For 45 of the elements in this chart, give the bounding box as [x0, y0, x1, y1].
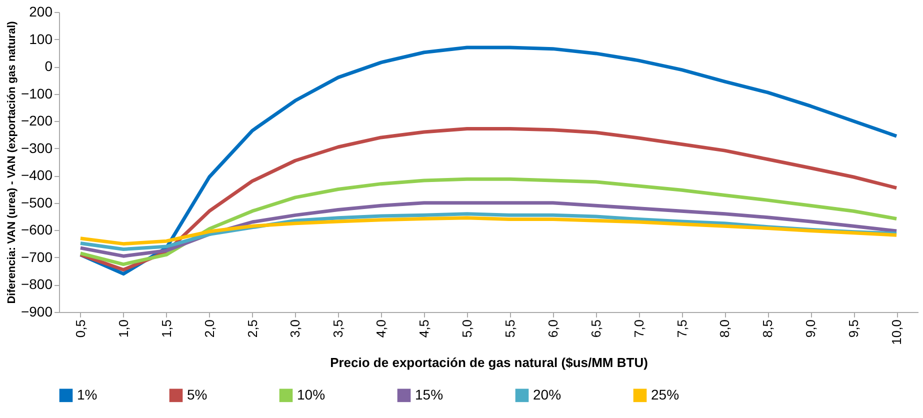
- x-tick-label: 6,0: [545, 320, 560, 338]
- x-tick-label: 7,0: [631, 320, 646, 338]
- x-tick-label: 3,0: [288, 320, 303, 338]
- y-tick-label: −200: [20, 112, 53, 129]
- line-series: [78, 126, 898, 272]
- y-tick-label: −300: [20, 140, 53, 156]
- y-tick-label: −900: [20, 304, 53, 320]
- legend-label: 10%: [297, 386, 326, 402]
- x-tick-label: 5,5: [502, 320, 518, 338]
- y-axis-title: Diferencia: VAN (urea) - VAN (exportación gas natural): [6, 20, 18, 304]
- y-tick-label: −600: [20, 222, 53, 238]
- y-tick-label: 100: [29, 30, 53, 47]
- y-tick-label: −800: [20, 276, 53, 292]
- x-tick-label: 8,0: [717, 320, 732, 338]
- x-tick-label: 6,5: [588, 320, 604, 338]
- x-tick-label: 2,0: [202, 320, 217, 338]
- legend-label: 25%: [651, 386, 680, 402]
- x-tick-label: 1,5: [158, 320, 174, 338]
- legend-label: 15%: [415, 386, 444, 402]
- line-series: [78, 177, 898, 266]
- x-axis-title: Precio de exportación de gas natural ($us/MM BTU): [330, 354, 648, 370]
- legend-label: 1%: [77, 386, 98, 402]
- line-series: [78, 201, 898, 258]
- x-tick-label: 3,5: [330, 320, 346, 338]
- x-tick-label: 0,5: [72, 320, 88, 338]
- x-tick-label: 1,0: [116, 320, 131, 338]
- y-tick-label: −100: [20, 85, 53, 102]
- legend-label: 20%: [533, 386, 562, 402]
- x-tick-label: 10,0: [889, 320, 904, 345]
- x-tick-label: 4,5: [416, 320, 432, 338]
- y-tick-label: 200: [29, 4, 53, 20]
- y-tick-label: −700: [20, 248, 53, 265]
- x-tick-label: 7,5: [674, 320, 690, 338]
- x-tick-label: 4,0: [374, 320, 389, 338]
- y-tick-label: 0: [44, 58, 53, 74]
- y-tick-label: −400: [20, 167, 53, 184]
- x-tick-label: 9,0: [803, 320, 818, 338]
- line-series: [78, 216, 898, 246]
- y-tick-label: −500: [20, 194, 53, 210]
- x-tick-label: 2,5: [244, 320, 260, 338]
- x-tick-label: 8,5: [760, 320, 776, 338]
- x-tick-label: 9,5: [846, 320, 862, 338]
- x-tick-label: 5,0: [460, 320, 475, 338]
- legend-label: 5%: [187, 386, 208, 402]
- line-series: [78, 46, 898, 276]
